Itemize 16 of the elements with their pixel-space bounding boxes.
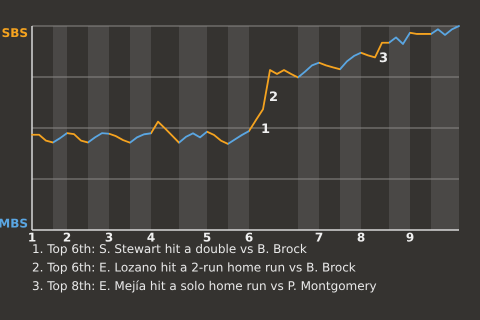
text: SBS bbox=[2, 26, 28, 40]
x-tick-label: 4 bbox=[146, 230, 156, 245]
x-tick-label: 5 bbox=[202, 230, 212, 245]
text: 1. Top 6th: S. Stewart hit a double vs B. Brock bbox=[32, 242, 307, 256]
x-tick-label: 2 bbox=[62, 230, 72, 245]
text: 2. Top 6th: E. Lozano hit a 2-run home run vs B. Brock bbox=[32, 260, 356, 274]
x-tick-label: 1 bbox=[28, 230, 36, 245]
x-tick-label: 9 bbox=[406, 230, 414, 245]
x-tick-label: 8 bbox=[356, 230, 366, 245]
annotation: 3 bbox=[379, 51, 388, 66]
annotation: 2 bbox=[269, 90, 278, 105]
annotation: 1 bbox=[261, 122, 270, 137]
x-tick-label: 6 bbox=[244, 230, 254, 245]
x-tick-label: 3 bbox=[104, 230, 114, 245]
text: 3. Top 8th: E. Mejía hit a solo home run vs P. Montgomery bbox=[32, 279, 377, 293]
x-tick-label: 7 bbox=[314, 230, 324, 245]
